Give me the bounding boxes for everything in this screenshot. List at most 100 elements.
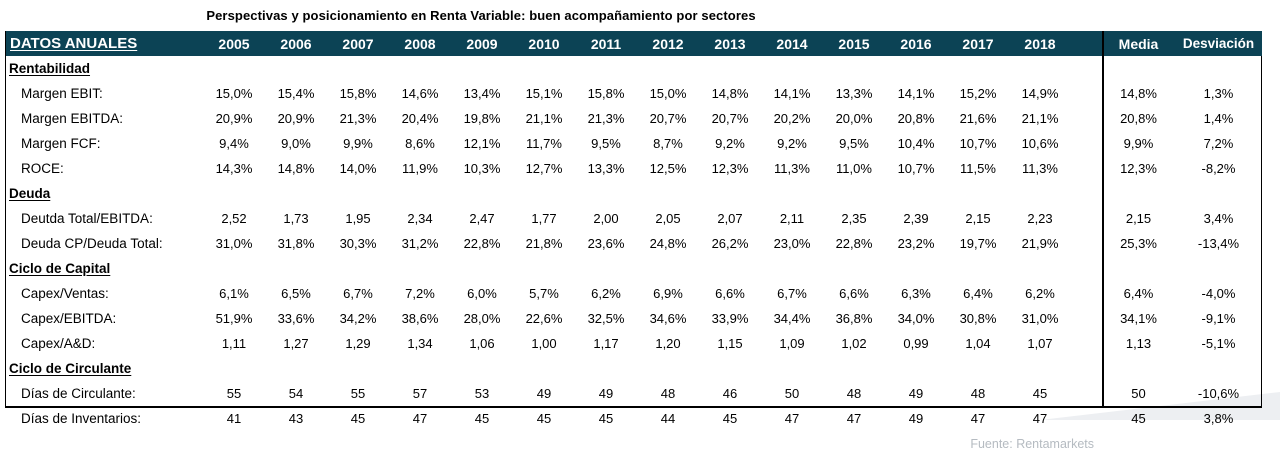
year-value: 21,6% <box>959 111 997 126</box>
year-value: 1,95 <box>345 211 371 226</box>
data-row: Capex/EBITDA: 51,9% 33,6% 34,2% 38,6% 28,0% 22… <box>6 306 1262 331</box>
data-row: Días de Circulante: 55 54 55 57 53 49 49 48 46 50 4… <box>6 381 1262 406</box>
desviacion-value: -10,6% <box>1197 386 1240 401</box>
year-value: 48 <box>970 386 986 401</box>
year-value: 11,0% <box>836 161 872 176</box>
header-desviacion: Desviación <box>1175 31 1262 56</box>
year-value: 13,4% <box>463 86 501 101</box>
year-value: 14,8% <box>277 161 315 176</box>
year-value: 33,9% <box>711 311 749 326</box>
data-row: Margen EBIT: 15,0% 15,4% 15,8% 14,6% 13,4% 15,… <box>6 81 1262 106</box>
year-value: 1,15 <box>717 336 743 351</box>
year-value: 32,5% <box>587 311 625 326</box>
year-value: 20,0% <box>835 111 873 126</box>
year-value: 13,3% <box>835 86 873 101</box>
row-label: Capex/Ventas: <box>21 286 109 301</box>
year-value: 45 <box>350 411 366 426</box>
year-value: 43 <box>288 411 304 426</box>
year-value: 44 <box>660 411 676 426</box>
year-value: 57 <box>412 386 428 401</box>
year-value: 1,00 <box>531 336 557 351</box>
year-value: 33,6% <box>277 311 315 326</box>
year-value: 10,4% <box>897 136 935 151</box>
year-value: 50 <box>784 386 800 401</box>
year-value: 15,2% <box>959 86 997 101</box>
year-value: 47 <box>846 411 862 426</box>
year-value: 1,77 <box>531 211 557 226</box>
data-row: Margen FCF: 9,4% 9,0% 9,9% 8,6% 12,1% 11,7% 9,5… <box>6 131 1262 156</box>
media-value: 50 <box>1131 386 1146 401</box>
media-value: 25,3% <box>1120 236 1157 251</box>
desviacion-value: -5,1% <box>1201 336 1236 351</box>
row-label: Capex/A&D: <box>21 336 96 351</box>
section-label: Deuda <box>9 186 51 201</box>
data-row: Deutda Total/EBITDA: 2,52 1,73 1,95 2,34 2,47… <box>6 206 1262 231</box>
table-header: DATOS ANUALES 2005 2006 2007 2008 2009 2010 20… <box>6 31 1262 56</box>
data-row: Margen EBITDA: 20,9% 20,9% 21,3% 20,4% 19,8% 2… <box>6 106 1262 131</box>
year-value: 6,3% <box>901 286 931 301</box>
year-value: 54 <box>288 386 304 401</box>
section-row: Deuda <box>6 181 1262 206</box>
year-value: 10,7% <box>959 136 997 151</box>
section-row: Rentabilidad <box>6 56 1262 81</box>
year-value: 20,7% <box>711 111 749 126</box>
year-value: 47 <box>784 411 800 426</box>
data-row: Capex/Ventas: 6,1% 6,5% 6,7% 7,2% 6,0% 5,7% 6,2… <box>6 281 1262 306</box>
year-value: 12,3% <box>711 161 749 176</box>
spacer-cell <box>1071 381 1102 406</box>
header-year-2016: 2016 <box>885 31 947 56</box>
year-value: 20,8% <box>897 111 935 126</box>
year-value: 13,3% <box>587 161 625 176</box>
year-value: 1,11 <box>221 336 247 351</box>
year-value: 6,0% <box>467 286 497 301</box>
year-value: 2,11 <box>779 211 805 226</box>
year-value: 10,3% <box>463 161 501 176</box>
year-value: 47 <box>970 411 986 426</box>
year-value: 9,4% <box>219 136 249 151</box>
year-value: 2,34 <box>407 211 433 226</box>
year-value: 1,73 <box>283 211 309 226</box>
year-value: 11,3% <box>1022 161 1058 176</box>
year-value: 9,5% <box>591 136 621 151</box>
media-value: 1,13 <box>1125 336 1152 351</box>
section-header-cell: Rentabilidad <box>6 56 1262 81</box>
year-value: 36,8% <box>835 311 873 326</box>
spacer-cell <box>1071 306 1102 331</box>
year-value: 1,09 <box>779 336 805 351</box>
year-value: 11,3% <box>774 161 810 176</box>
header-year-2014: 2014 <box>761 31 823 56</box>
year-value: 1,29 <box>345 336 371 351</box>
header-year-2018: 2018 <box>1009 31 1071 56</box>
year-value: 14,1% <box>773 86 811 101</box>
year-value: 26,2% <box>711 236 749 251</box>
year-value: 9,2% <box>715 136 745 151</box>
year-value: 2,47 <box>469 211 495 226</box>
year-value: 30,8% <box>959 311 997 326</box>
year-value: 28,0% <box>463 311 501 326</box>
source-spacer-cell <box>1102 431 1262 456</box>
year-value: 38,6% <box>401 311 439 326</box>
year-value: 11,5% <box>960 161 996 176</box>
year-value: 9,2% <box>777 136 807 151</box>
media-value: 34,1% <box>1120 311 1157 326</box>
media-value: 45 <box>1131 411 1146 426</box>
table-body: Rentabilidad Margen EBIT: 15,0% 15,4% 15,8% 1… <box>6 56 1262 456</box>
year-value: 31,0% <box>1021 311 1059 326</box>
year-value: 1,07 <box>1027 336 1053 351</box>
spacer-cell <box>1071 131 1102 156</box>
year-value: 48 <box>660 386 676 401</box>
year-value: 12,5% <box>649 161 687 176</box>
spacer-cell <box>1071 206 1102 231</box>
year-value: 55 <box>226 386 242 401</box>
spacer-cell <box>1071 406 1102 431</box>
spacer-cell <box>1071 156 1102 181</box>
year-value: 6,7% <box>777 286 807 301</box>
desviacion-value: -4,0% <box>1201 286 1236 301</box>
header-year-2017: 2017 <box>947 31 1009 56</box>
desviacion-value: -8,2% <box>1201 161 1236 176</box>
year-value: 2,15 <box>965 211 991 226</box>
year-value: 24,8% <box>649 236 687 251</box>
year-value: 1,02 <box>841 336 867 351</box>
year-value: 10,7% <box>897 161 935 176</box>
year-value: 31,8% <box>277 236 315 251</box>
